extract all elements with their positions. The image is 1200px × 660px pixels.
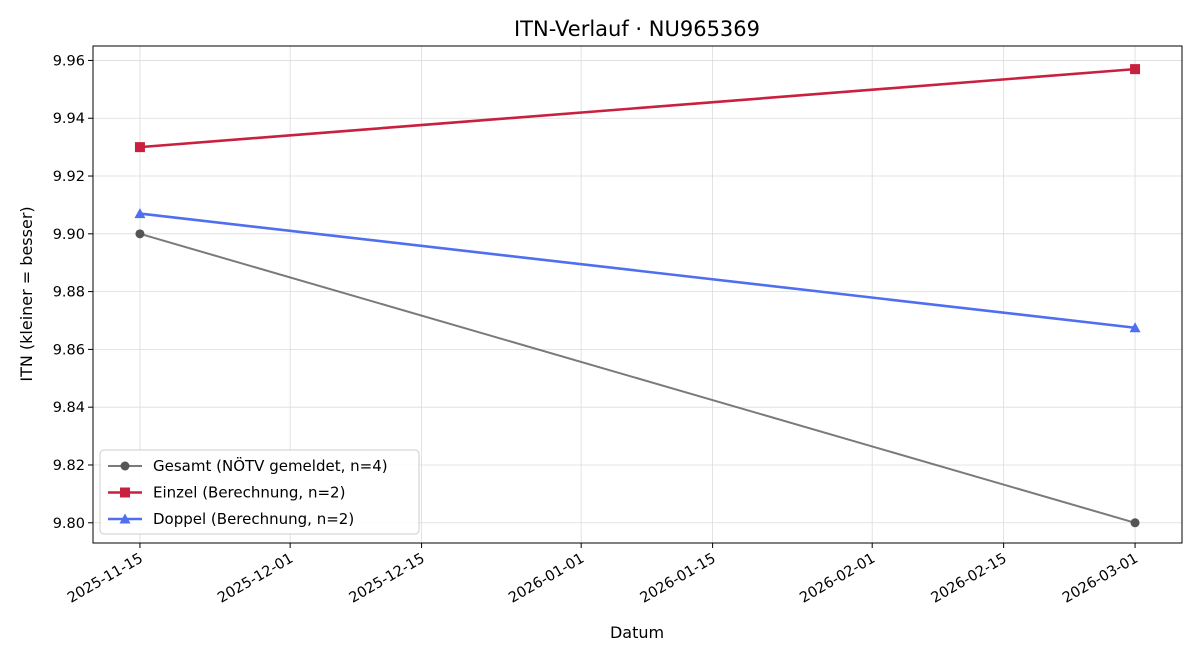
legend-label: Einzel (Berechnung, n=2): [153, 484, 345, 502]
legend-box: [99, 449, 420, 535]
series-square: [134, 64, 1141, 153]
data-point: [134, 208, 146, 219]
x-tick-label: 2026-02-01: [797, 551, 878, 607]
series-circle: [135, 229, 1140, 528]
series-line: [139, 67, 1136, 149]
data-point: [1129, 322, 1141, 333]
legend-marker: [120, 487, 130, 498]
y-tick-label: 9.84: [53, 400, 85, 416]
legend: Gesamt (NÖTV gemeldet, n=4) Einzel (Berec…: [99, 449, 420, 535]
data-point: [134, 142, 145, 153]
x-tick-label: 2026-03-01: [1060, 551, 1141, 607]
x-tick-label: 2026-01-01: [506, 551, 587, 607]
data-point: [1130, 64, 1141, 75]
y-tick-label: 9.90: [53, 227, 85, 243]
chart-title: ITN-Verlauf · NU965369: [514, 17, 760, 41]
y-tick-label: 9.94: [53, 111, 85, 127]
series-line: [139, 232, 1136, 524]
x-tick-label: 2026-01-15: [638, 551, 719, 607]
x-tick-label: 2026-02-15: [929, 551, 1010, 607]
y-tick-label: 9.82: [53, 458, 85, 474]
grid: [93, 46, 1182, 543]
data-point: [1130, 518, 1140, 528]
x-axis: 2025-11-15 2025-12-01 2025-12-15 2026-01-01…: [65, 543, 1141, 607]
y-axis: 9.80 9.82 9.84 9.86 9.88 9.90 9.92 9.94 9.96: [53, 53, 93, 532]
x-tick-label: 2025-12-01: [215, 551, 296, 607]
legend-label: Doppel (Berechnung, n=2): [153, 510, 354, 528]
x-tick-label: 2025-12-15: [347, 551, 428, 607]
legend-marker: [120, 461, 130, 471]
x-axis-label: Datum: [610, 623, 664, 642]
y-tick-label: 9.96: [53, 53, 85, 69]
plot-frame: [92, 45, 1183, 544]
series-line: [139, 212, 1136, 330]
series-layer: [134, 64, 1141, 528]
y-tick-label: 9.88: [53, 285, 85, 301]
y-axis-label: ITN (kleiner = besser): [17, 206, 36, 381]
x-tick-label: 2025-11-15: [65, 551, 146, 607]
y-tick-label: 9.92: [53, 169, 85, 185]
legend-marker: [119, 513, 131, 524]
y-tick-label: 9.86: [53, 342, 85, 358]
series-triangle: [134, 208, 1141, 333]
data-point: [135, 229, 145, 239]
y-tick-label: 9.80: [53, 516, 85, 532]
legend-label: Gesamt (NÖTV gemeldet, n=4): [153, 456, 388, 475]
